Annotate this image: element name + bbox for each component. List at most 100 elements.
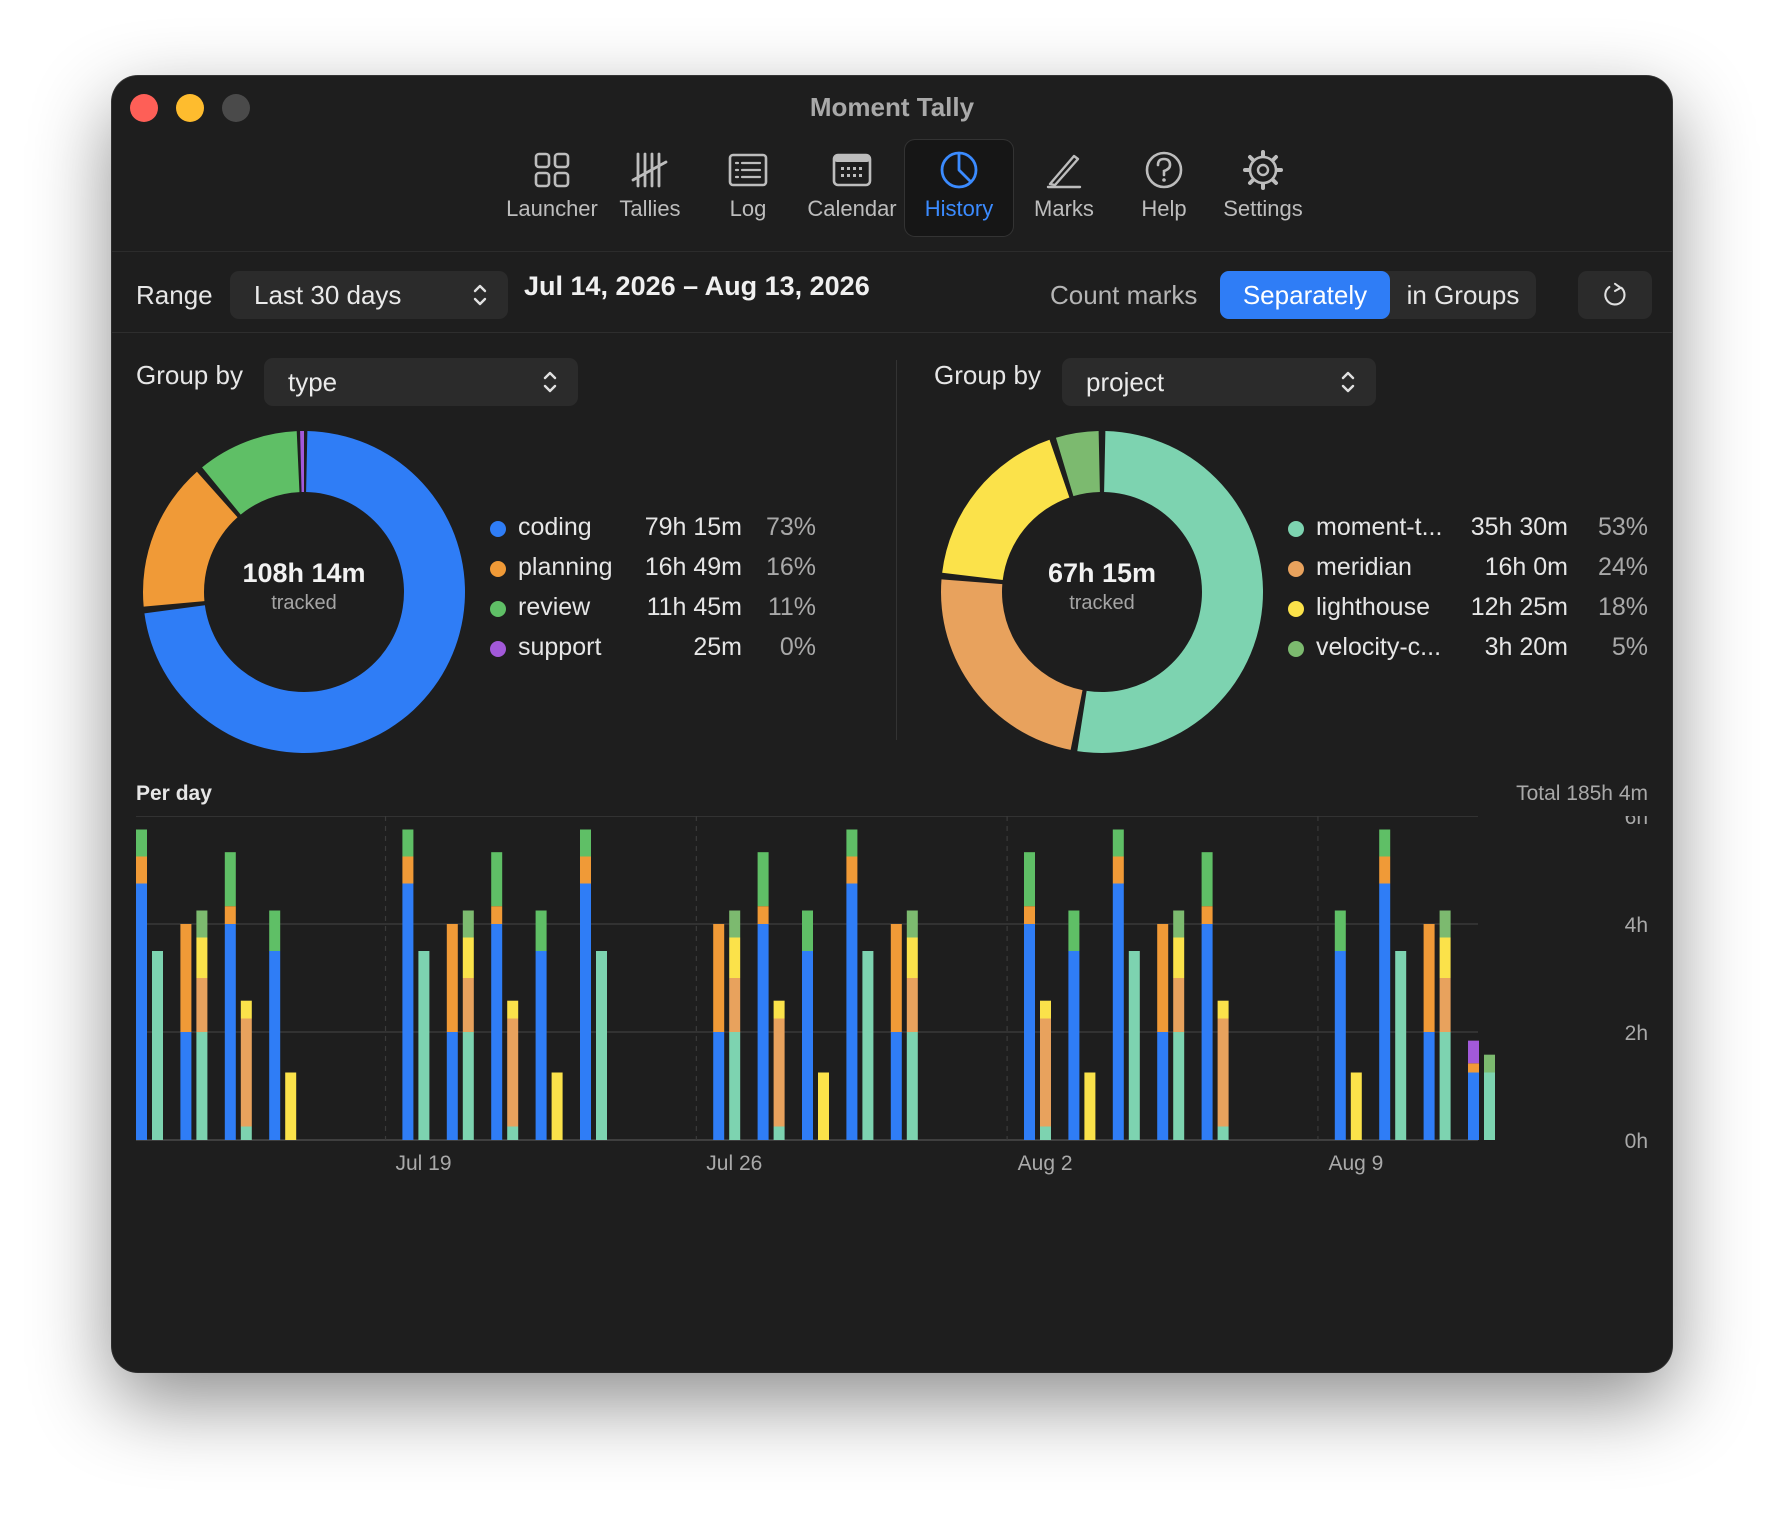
tab-help[interactable]: Help bbox=[1110, 140, 1218, 236]
bar-segment[interactable] bbox=[1468, 1040, 1479, 1064]
bar-segment[interactable] bbox=[846, 883, 858, 1141]
bar-segment[interactable] bbox=[1201, 852, 1213, 907]
bar-segment[interactable] bbox=[180, 924, 192, 1032]
tab-history[interactable]: History bbox=[905, 140, 1013, 236]
bar-segment[interactable] bbox=[818, 1072, 829, 1141]
bar-segment[interactable] bbox=[535, 910, 547, 952]
bar-segment[interactable] bbox=[402, 856, 414, 884]
bar-segment[interactable] bbox=[773, 1000, 785, 1019]
bar-segment[interactable] bbox=[773, 1126, 785, 1141]
bar-segment[interactable] bbox=[890, 924, 902, 1032]
bar-segment[interactable] bbox=[1379, 883, 1391, 1141]
bar-segment[interactable] bbox=[1423, 924, 1435, 1032]
bar-segment[interactable] bbox=[1040, 1018, 1051, 1127]
bar-segment[interactable] bbox=[906, 978, 918, 1032]
bar-segment[interactable] bbox=[535, 951, 547, 1140]
bar-segment[interactable] bbox=[773, 1018, 785, 1127]
bar-segment[interactable] bbox=[152, 951, 163, 1140]
donut-slice-momentt[interactable] bbox=[1077, 431, 1264, 753]
bar-segment[interactable] bbox=[136, 883, 147, 1141]
bar-segment[interactable] bbox=[1173, 937, 1185, 979]
bar-segment[interactable] bbox=[224, 906, 236, 924]
donut-slice-velocityc[interactable] bbox=[1055, 431, 1100, 497]
bar-segment[interactable] bbox=[269, 910, 281, 952]
bar-segment[interactable] bbox=[1423, 1032, 1435, 1140]
bar-segment[interactable] bbox=[1217, 1000, 1229, 1019]
bar-segment[interactable] bbox=[446, 1032, 458, 1140]
separately-option[interactable]: Separately bbox=[1220, 271, 1390, 319]
bar-segment[interactable] bbox=[729, 910, 741, 938]
bar-segment[interactable] bbox=[1334, 951, 1346, 1140]
in-groups-option[interactable]: in Groups bbox=[1406, 280, 1520, 310]
bar-segment[interactable] bbox=[462, 978, 474, 1032]
bar-segment[interactable] bbox=[1112, 856, 1124, 884]
bar-segment[interactable] bbox=[757, 906, 769, 924]
bar-segment[interactable] bbox=[1040, 1000, 1051, 1019]
bar-segment[interactable] bbox=[196, 910, 208, 938]
bar-segment[interactable] bbox=[846, 856, 858, 884]
bar-segment[interactable] bbox=[1439, 910, 1451, 938]
bar-segment[interactable] bbox=[1024, 852, 1035, 907]
bar-segment[interactable] bbox=[1128, 951, 1140, 1140]
bar-segment[interactable] bbox=[180, 1032, 192, 1140]
bar-segment[interactable] bbox=[890, 1032, 902, 1140]
bar-segment[interactable] bbox=[224, 924, 236, 1140]
bar-segment[interactable] bbox=[551, 1072, 563, 1141]
bar-segment[interactable] bbox=[240, 1018, 252, 1127]
bar-segment[interactable] bbox=[757, 924, 769, 1140]
bar-segment[interactable] bbox=[713, 1032, 725, 1140]
bar-segment[interactable] bbox=[507, 1018, 519, 1127]
bar-segment[interactable] bbox=[580, 883, 591, 1141]
bar-segment[interactable] bbox=[491, 906, 503, 924]
bar-segment[interactable] bbox=[136, 856, 147, 884]
bar-segment[interactable] bbox=[136, 829, 147, 857]
bar-segment[interactable] bbox=[1439, 937, 1451, 979]
bar-segment[interactable] bbox=[1157, 1032, 1169, 1140]
bar-segment[interactable] bbox=[240, 1126, 252, 1141]
tab-launcher[interactable]: Launcher bbox=[498, 140, 606, 236]
bar-segment[interactable] bbox=[1112, 829, 1124, 857]
bar-segment[interactable] bbox=[1157, 924, 1169, 1032]
bar-segment[interactable] bbox=[491, 924, 503, 1140]
bar-segment[interactable] bbox=[906, 1032, 918, 1140]
bar-segment[interactable] bbox=[757, 852, 769, 907]
tab-marks[interactable]: Marks bbox=[1010, 140, 1118, 236]
bar-segment[interactable] bbox=[1334, 910, 1346, 952]
bar-segment[interactable] bbox=[862, 951, 874, 1140]
bar-segment[interactable] bbox=[1217, 1018, 1229, 1127]
bar-segment[interactable] bbox=[1468, 1063, 1479, 1073]
bar-segment[interactable] bbox=[1201, 924, 1213, 1140]
bar-segment[interactable] bbox=[802, 910, 813, 952]
bar-segment[interactable] bbox=[1040, 1126, 1051, 1141]
donut-slice-review[interactable] bbox=[202, 431, 300, 515]
bar-segment[interactable] bbox=[1173, 910, 1185, 938]
bar-segment[interactable] bbox=[196, 978, 208, 1032]
bar-segment[interactable] bbox=[1112, 883, 1124, 1141]
bar-segment[interactable] bbox=[224, 852, 236, 907]
left-group-by-select[interactable]: type bbox=[264, 358, 578, 406]
donut-slice-support[interactable] bbox=[300, 431, 304, 493]
bar-segment[interactable] bbox=[1439, 978, 1451, 1032]
bar-segment[interactable] bbox=[1217, 1126, 1229, 1141]
bar-segment[interactable] bbox=[1379, 856, 1391, 884]
bar-segment[interactable] bbox=[1024, 906, 1035, 924]
bar-segment[interactable] bbox=[713, 924, 725, 1032]
tab-tallies[interactable]: Tallies bbox=[596, 140, 704, 236]
bar-segment[interactable] bbox=[1173, 1032, 1185, 1140]
bar-segment[interactable] bbox=[1173, 978, 1185, 1032]
bar-segment[interactable] bbox=[269, 951, 281, 1140]
donut-slice-planning[interactable] bbox=[143, 471, 238, 607]
bar-segment[interactable] bbox=[729, 1032, 741, 1140]
bar-segment[interactable] bbox=[906, 910, 918, 938]
bar-segment[interactable] bbox=[1439, 1032, 1451, 1140]
bar-segment[interactable] bbox=[1201, 906, 1213, 924]
bar-segment[interactable] bbox=[1084, 1072, 1096, 1141]
bar-segment[interactable] bbox=[1484, 1054, 1495, 1073]
bar-segment[interactable] bbox=[1024, 924, 1035, 1140]
bar-segment[interactable] bbox=[846, 829, 858, 857]
bar-segment[interactable] bbox=[1350, 1072, 1362, 1141]
bar-segment[interactable] bbox=[402, 829, 414, 857]
bar-segment[interactable] bbox=[507, 1126, 519, 1141]
bar-segment[interactable] bbox=[1395, 951, 1407, 1140]
bar-segment[interactable] bbox=[196, 1032, 208, 1140]
